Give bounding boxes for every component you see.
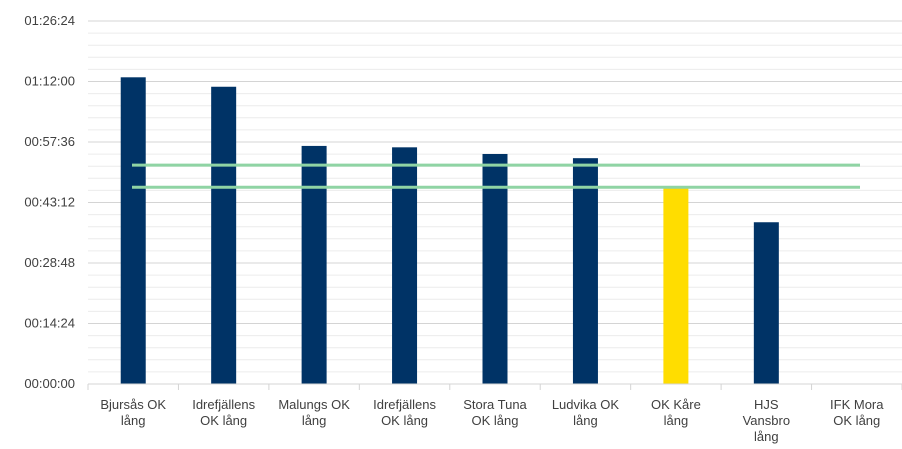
x-category-label-line: Idrefjällens: [373, 397, 436, 412]
x-category-label-line: lång: [573, 413, 598, 428]
x-category-label: Idrefjällens OK lång: [373, 397, 436, 428]
x-category-label-line: HJS: [754, 397, 779, 412]
x-category-label-line: OK lång: [381, 413, 428, 428]
x-category-label-line: Bjursås OK: [100, 397, 166, 412]
x-category-label-line: Ludvika OK: [552, 397, 620, 412]
x-category-label-line: OK lång: [472, 413, 519, 428]
bars: [120, 77, 779, 384]
x-category-label: Stora Tuna OK lång: [463, 397, 527, 428]
x-category-label: OK Kåre lång: [651, 397, 701, 428]
y-tick-label: 01:12:00: [24, 74, 75, 89]
x-category-label-line: OK lång: [833, 413, 880, 428]
x-category-label: Bjursås OK lång: [100, 397, 166, 428]
y-tick-label: 01:26:24: [24, 13, 75, 28]
x-category-label: IFK Mora OK lång: [830, 397, 884, 428]
x-category-label-line: IFK Mora: [830, 397, 884, 412]
y-tick-label: 00:43:12: [24, 195, 75, 210]
bar: [120, 77, 146, 384]
x-category-label-line: lång: [664, 413, 689, 428]
bar: [482, 153, 508, 384]
x-category-label: Malungs OK lång: [278, 397, 350, 428]
x-category-label-line: Stora Tuna: [463, 397, 527, 412]
y-tick-label: 00:57:36: [24, 134, 75, 149]
x-category-label-line: lång: [302, 413, 327, 428]
x-category-label-line: Malungs OK: [278, 397, 350, 412]
x-category-label-line: Idrefjällens: [192, 397, 255, 412]
y-tick-label: 00:00:00: [24, 376, 75, 391]
x-category-label-line: OK Kåre: [651, 397, 701, 412]
x-category-label: Ludvika OK lång: [552, 397, 620, 428]
y-axis-tick-labels: 00:00:00 00:14:24 00:28:48 00:43:12 00:57:36…: [24, 13, 75, 391]
bar: [663, 187, 689, 384]
reference-lines: [132, 163, 860, 189]
x-category-label: Idrefjällens OK lång: [192, 397, 255, 428]
bar: [392, 147, 418, 384]
y-tick-label: 00:28:48: [24, 255, 75, 270]
x-axis: [87, 383, 902, 390]
bar: [753, 222, 779, 384]
x-category-label: HJS Vansbro lång: [743, 397, 790, 444]
bar: [572, 158, 598, 384]
x-category-label-line: lång: [121, 413, 146, 428]
x-category-label-line: lång: [754, 429, 779, 444]
x-category-label-line: Vansbro: [743, 413, 790, 428]
y-tick-label: 00:14:24: [24, 316, 75, 331]
bar: [301, 145, 327, 384]
bar: [211, 86, 237, 384]
x-category-label-line: OK lång: [200, 413, 247, 428]
